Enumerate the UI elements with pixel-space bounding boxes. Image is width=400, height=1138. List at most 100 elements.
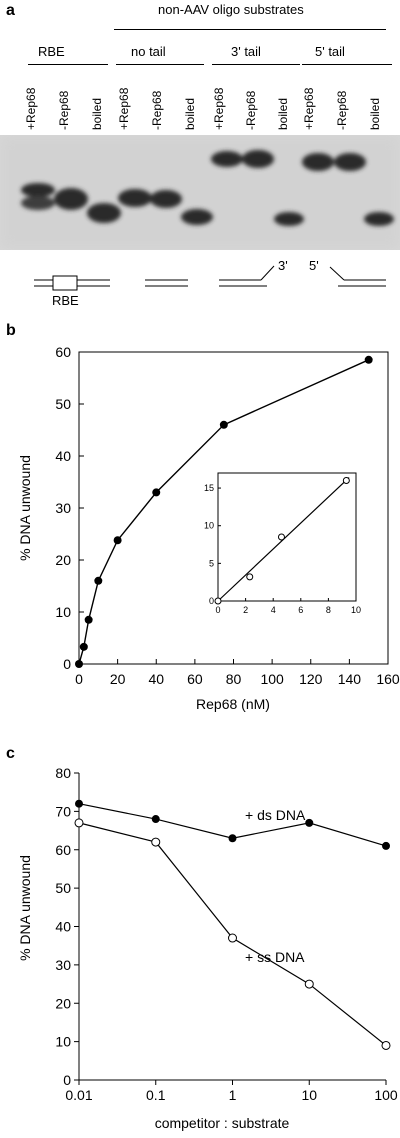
header-rule	[114, 29, 386, 30]
data-point	[151, 815, 160, 824]
panel-b-letter: b	[6, 322, 16, 339]
lane-label: -Rep68	[335, 90, 349, 130]
inset-x-tick-label: 0	[215, 605, 220, 615]
y-tick-label: 0	[63, 656, 71, 672]
y-tick-label: 60	[55, 842, 71, 858]
inset-data-point	[342, 477, 350, 485]
lane-label: +Rep68	[302, 87, 316, 130]
x-tick-label: 60	[187, 671, 203, 687]
x-tick-label: 0	[75, 671, 83, 687]
panel-a-letter: a	[6, 2, 15, 19]
y-tick-label: 20	[55, 995, 71, 1011]
x-tick-label: 100	[374, 1087, 398, 1103]
inset-x-tick-label: 6	[298, 605, 303, 615]
group-label-no-tail: no tail	[131, 44, 166, 59]
inset-y-tick-label: 0	[209, 596, 214, 606]
inset-data-point	[246, 573, 254, 581]
y-tick-label: 0	[63, 1072, 71, 1088]
group-label-rbe: RBE	[38, 44, 65, 59]
x-tick-label: 0.01	[65, 1087, 92, 1103]
lane-label: -Rep68	[57, 90, 71, 130]
y-tick-label: 40	[55, 448, 71, 464]
data-point	[75, 799, 83, 808]
y-tick-label: 30	[55, 957, 71, 973]
inset-x-tick-label: 4	[271, 605, 276, 615]
data-point	[305, 818, 314, 827]
group-rule-rbe	[28, 64, 108, 65]
data-point	[79, 642, 88, 651]
inset-data-point	[214, 597, 222, 605]
panel-c-letter: c	[6, 745, 15, 762]
data-point	[113, 536, 122, 545]
lane-label: -Rep68	[244, 90, 258, 130]
lane-label: +Rep68	[212, 87, 226, 130]
x-tick-label: 80	[226, 671, 242, 687]
y-tick-label: 50	[55, 880, 71, 896]
x-tick-label: 120	[299, 671, 323, 687]
gel-image	[0, 135, 400, 250]
group-label-5-tail: 5' tail	[315, 44, 345, 59]
data-point	[94, 576, 103, 585]
lane-label: +Rep68	[24, 87, 38, 130]
data-point	[304, 979, 314, 989]
lane-label: +Rep68	[117, 87, 131, 130]
data-point	[75, 660, 83, 668]
inset-x-tick-label: 10	[351, 605, 361, 615]
x-tick-label: 140	[338, 671, 362, 687]
lane-label: boiled	[276, 97, 290, 130]
series-line	[78, 359, 369, 665]
y-axis-label: % DNA unwound	[17, 855, 33, 961]
lane-label: -Rep68	[150, 90, 164, 130]
inset-y-tick-label: 15	[204, 483, 214, 493]
data-point	[152, 488, 161, 497]
inset-y-tick-label: 5	[209, 558, 214, 568]
y-tick-label: 20	[55, 552, 71, 568]
panel-a-header: non-AAV oligo substrates	[158, 2, 304, 17]
rbe-box-label: RBE	[52, 293, 79, 308]
data-point	[381, 1040, 391, 1050]
y-tick-label: 40	[55, 919, 71, 935]
x-tick-label: 40	[148, 671, 164, 687]
data-point	[74, 818, 84, 828]
x-axis-label: competitor : substrate	[155, 1115, 290, 1131]
y-axis-label: % DNA unwound	[17, 455, 33, 561]
chart-competition: 0 10 20 30 40 50 60 70 80 0.01 0.1 1 10 100 + ds DNA +…	[17, 765, 398, 1131]
data-point	[228, 834, 237, 843]
y-tick-label: 60	[55, 344, 71, 360]
y-tick-label: 10	[55, 1034, 71, 1050]
lane-label: boiled	[183, 97, 197, 130]
group-rule-no-tail	[116, 64, 204, 65]
series-label: + ss DNA	[245, 949, 305, 965]
lane-label: boiled	[90, 97, 104, 130]
series-label: + ds DNA	[245, 807, 306, 823]
data-point	[228, 933, 237, 943]
data-point	[382, 841, 390, 850]
five-prime-label: 5'	[309, 258, 319, 273]
y-tick-label: 30	[55, 500, 71, 516]
substrate-diagrams	[34, 265, 386, 291]
inset-y-tick-label: 10	[204, 521, 214, 531]
y-tick-label: 70	[55, 803, 71, 819]
group-rule-5-tail	[302, 64, 392, 65]
three-prime-label: 3'	[278, 258, 288, 273]
x-tick-label: 100	[260, 671, 284, 687]
y-tick-label: 10	[55, 604, 71, 620]
group-rule-3-tail	[212, 64, 300, 65]
x-tick-label: 160	[376, 671, 400, 687]
data-point	[84, 615, 93, 624]
data-point	[151, 837, 161, 847]
x-tick-label: 0.1	[146, 1087, 166, 1103]
data-point	[364, 355, 373, 364]
y-tick-label: 80	[55, 765, 71, 781]
x-axis-label: Rep68 (nM)	[196, 696, 270, 712]
x-tick-label: 1	[229, 1087, 237, 1103]
x-tick-label: 10	[301, 1087, 317, 1103]
y-tick-label: 50	[55, 396, 71, 412]
group-label-3-tail: 3' tail	[231, 44, 261, 59]
inset-data-point	[277, 533, 285, 541]
lane-label: boiled	[368, 97, 382, 130]
inset-x-tick-label: 8	[326, 605, 331, 615]
inset-x-tick-label: 2	[243, 605, 248, 615]
data-point	[219, 420, 228, 429]
